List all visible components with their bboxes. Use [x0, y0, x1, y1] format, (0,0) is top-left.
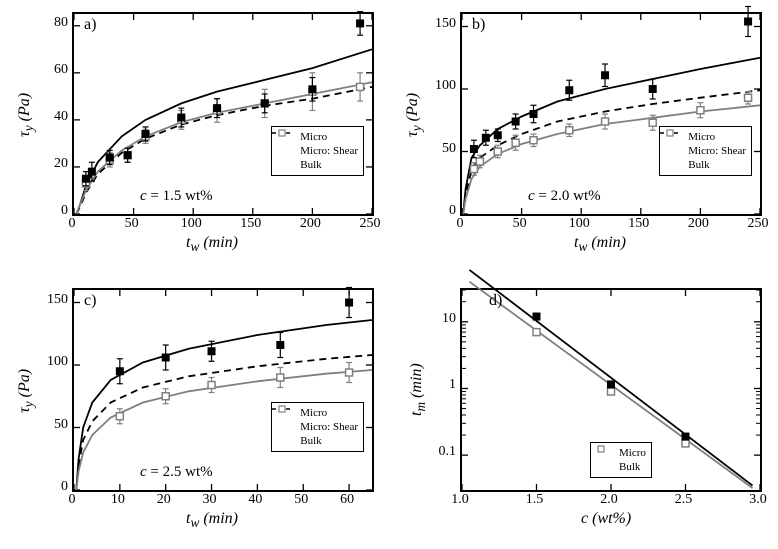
panel-a-annotation: c = 1.5 wt% — [140, 188, 213, 205]
panel-b-plot — [460, 12, 762, 216]
panel-d-legend: MicroBulk — [590, 442, 652, 478]
panel-c-legend: MicroMicro: ShearBulk — [271, 402, 364, 452]
panel-b-annotation: c = 2.0 wt% — [528, 188, 601, 205]
panel-a-plot — [72, 12, 374, 216]
panel-a-legend: MicroMicro: ShearBulk — [271, 126, 364, 176]
panel-b-label: b) — [472, 16, 485, 34]
panel-c-label: c) — [84, 292, 96, 310]
panel-a-label: a) — [84, 16, 96, 34]
panel-b-legend: MicroMicro: ShearBulk — [659, 126, 752, 176]
panel-d-label: d) — [489, 292, 502, 310]
panel-c-annotation: c = 2.5 wt% — [140, 464, 213, 481]
panel-c-plot — [72, 288, 374, 492]
